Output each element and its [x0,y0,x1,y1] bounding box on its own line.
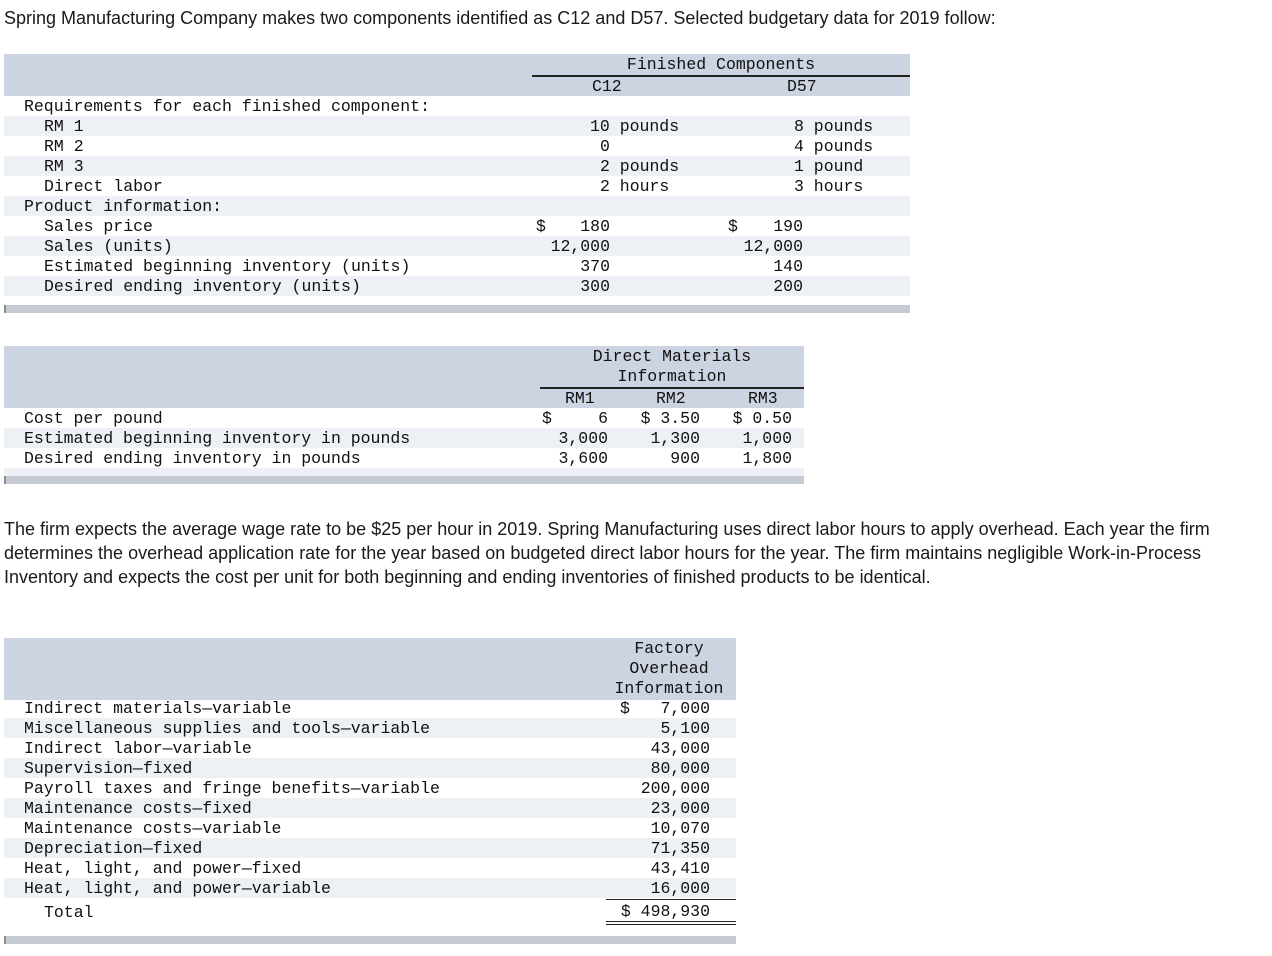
cell-c12-sales-price: 180 [580,217,610,236]
cell-rm1-beginning: 3,000 [558,429,608,448]
total-top-rule [606,899,736,900]
total-double-rule-a [606,921,736,922]
row-label-sales-units: Sales (units) [44,237,173,256]
row-label-beginning-pounds: Estimated beginning inventory in pounds [24,429,411,448]
table1-footer-bar [4,305,910,313]
cell-d57-rm1: 8 pounds [794,117,874,136]
cell-indirect-labor: 43,000 [650,739,710,758]
table1-section-requirements: Requirements for each finished component… [24,97,430,116]
row-label-indirect-labor: Indirect labor—variable [24,739,252,758]
table2-header-line2: Information [617,367,727,386]
table1-header-rule [532,75,910,77]
row-label-direct-labor: Direct labor [44,177,163,196]
cell-indirect-materials: 7,000 [660,699,710,718]
table3-stripe [4,798,736,818]
cell-c12-sales-price-sym: $ [536,217,546,236]
cell-d57-rm2: 4 pounds [794,137,874,156]
table1-stripe [4,196,910,216]
table2-stripe [4,468,804,476]
table1-section-product: Product information: [24,197,223,216]
table3-header-line2: Overhead [629,659,709,678]
cell-c12-rm2: 0 [600,137,610,156]
row-label-cost-per-pound: Cost per pound [24,409,163,428]
row-label-heat-variable: Heat, light, and power—variable [24,879,331,898]
cell-rm1-cost: 6 [598,409,608,428]
row-label-payroll-taxes: Payroll taxes and fringe benefits—variab… [24,779,440,798]
cell-c12-beginning-inventory: 370 [580,257,610,276]
row-label-misc-supplies: Miscellaneous supplies and tools—variabl… [24,719,430,738]
cell-rm1-cost-sym: $ [542,409,552,428]
table1-col-d57: D57 [787,77,817,96]
cell-rm3-beginning: 1,000 [742,429,792,448]
table2-footer-bar [4,476,804,484]
cell-d57-rm3: 1 pound [794,157,864,176]
row-label-ending-pounds: Desired ending inventory in pounds [24,449,361,468]
cell-c12-rm1: 10 pounds [590,117,680,136]
table3-header-line1: Factory [634,639,704,658]
total-double-rule-b [606,924,736,925]
row-label-sales-price: Sales price [44,217,153,236]
cell-d57-sales-units: 12,000 [743,237,803,256]
row-label-beginning-inventory: Estimated beginning inventory (units) [44,257,411,276]
cell-rm2-cost: $ 3.50 [640,409,700,428]
cell-supervision: 80,000 [650,759,710,778]
row-label-total: Total [44,903,94,922]
cell-d57-sales-price-sym: $ [728,217,738,236]
cell-depreciation: 71,350 [650,839,710,858]
table1-stripe [4,156,910,176]
cell-heat-variable: 16,000 [650,879,710,898]
table2-header-rule [540,387,804,389]
row-label-maintenance-variable: Maintenance costs—variable [24,819,282,838]
row-label-rm3: RM 3 [44,157,84,176]
cell-c12-direct-labor: 2 hours [600,177,670,196]
cell-payroll-taxes: 200,000 [640,779,710,798]
table2-header-line1: Direct Materials [592,347,752,366]
cell-rm2-ending: 900 [670,449,700,468]
cell-rm3-ending: 1,800 [742,449,792,468]
table1-stripe [4,276,910,296]
table3-stripe [4,878,736,898]
cell-indirect-materials-sym: $ [620,699,630,718]
cell-d57-ending-inventory: 200 [773,277,803,296]
cell-c12-sales-units: 12,000 [550,237,610,256]
cell-d57-beginning-inventory: 140 [773,257,803,276]
table3-stripe [4,718,736,738]
row-label-ending-inventory: Desired ending inventory (units) [44,277,361,296]
cell-d57-direct-labor: 3 hours [794,177,864,196]
intro-text: Spring Manufacturing Company makes two c… [4,8,996,28]
table2-header-band [4,346,804,408]
cell-c12-rm3: 2 pounds [600,157,680,176]
row-label-depreciation: Depreciation—fixed [24,839,203,858]
table2-stripe [4,428,804,448]
table1-header: Finished Components [626,55,816,74]
table3-header-band [4,638,736,700]
cell-rm1-ending: 3,600 [558,449,608,468]
wage-paragraph: The firm expects the average wage rate t… [4,519,1210,587]
row-label-heat-fixed: Heat, light, and power—fixed [24,859,302,878]
cell-misc-supplies: 5,100 [660,719,710,738]
cell-rm3-cost: $ 0.50 [732,409,792,428]
table3-footer-bar [4,936,736,944]
table2-col-rm3: RM3 [748,389,778,408]
row-label-indirect-materials: Indirect materials—variable [24,699,292,718]
table3-stripe [4,758,736,778]
table1-col-c12: C12 [592,77,622,96]
cell-maintenance-variable: 10,070 [650,819,710,838]
table1-stripe [4,236,910,256]
cell-d57-sales-price: 190 [773,217,803,236]
table3-header-line3: Information [614,679,724,698]
cell-c12-ending-inventory: 300 [580,277,610,296]
row-label-rm1: RM 1 [44,117,84,136]
cell-maintenance-fixed: 23,000 [650,799,710,818]
table2-col-rm1: RM1 [565,389,595,408]
cell-rm2-beginning: 1,300 [650,429,700,448]
table3-stripe [4,838,736,858]
cell-heat-fixed: 43,410 [650,859,710,878]
cell-total: $ 498,930 [620,902,710,921]
table2-col-rm2: RM2 [656,389,686,408]
row-label-rm2: RM 2 [44,137,84,156]
row-label-maintenance-fixed: Maintenance costs—fixed [24,799,252,818]
row-label-supervision: Supervision—fixed [24,759,193,778]
table1-stripe [4,116,910,136]
